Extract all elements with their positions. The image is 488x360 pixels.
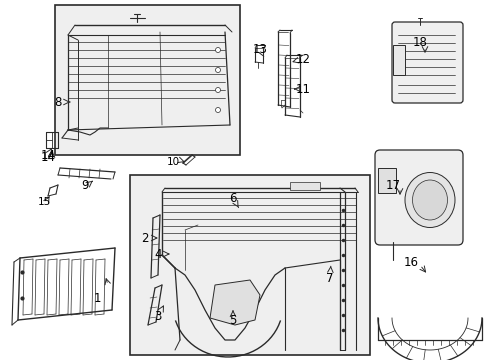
Text: 14: 14 (41, 149, 55, 162)
FancyBboxPatch shape (374, 150, 462, 245)
Text: 18: 18 (412, 36, 427, 49)
Circle shape (215, 68, 220, 72)
Circle shape (215, 87, 220, 93)
Polygon shape (209, 280, 260, 325)
Circle shape (215, 48, 220, 53)
Ellipse shape (404, 172, 454, 228)
Text: 6: 6 (229, 192, 236, 204)
Text: 12: 12 (295, 53, 310, 66)
Circle shape (215, 108, 220, 113)
FancyBboxPatch shape (391, 22, 462, 103)
Text: 9: 9 (81, 179, 88, 192)
Bar (130, 175, 369, 355)
Text: 1: 1 (93, 292, 101, 305)
Text: 14: 14 (41, 150, 55, 163)
Text: 15: 15 (37, 197, 51, 207)
Text: 2: 2 (141, 231, 148, 244)
Text: 8: 8 (54, 95, 61, 108)
Text: 3: 3 (154, 310, 162, 323)
Text: 4: 4 (154, 248, 162, 261)
Text: 7: 7 (325, 271, 333, 284)
Bar (392, 45, 404, 75)
Text: 13: 13 (252, 42, 267, 55)
Text: 10: 10 (166, 157, 179, 167)
Text: 11: 11 (295, 82, 310, 95)
Text: 17: 17 (385, 179, 400, 192)
Bar (289, 182, 319, 190)
Bar (55, 5, 240, 155)
Text: 16: 16 (403, 256, 418, 269)
Text: 5: 5 (229, 315, 236, 328)
Bar (377, 168, 395, 193)
Ellipse shape (412, 180, 447, 220)
